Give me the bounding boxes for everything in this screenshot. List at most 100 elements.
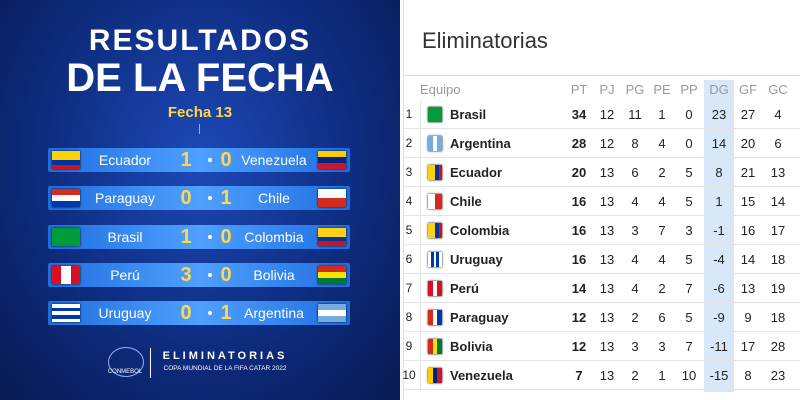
stat: 0 [685, 136, 693, 151]
title: DE LA FECHA [66, 56, 334, 100]
away-team: Bolivia [253, 266, 295, 283]
stat: 2 [631, 310, 639, 325]
stat: 1 [658, 107, 666, 122]
stat: -9 [713, 310, 725, 325]
stat: 34 [571, 107, 587, 122]
stat: 4 [774, 107, 782, 122]
match-bar [48, 301, 350, 326]
stat: 0 [685, 107, 693, 122]
stat: 3 [631, 339, 639, 354]
stat: 5 [685, 165, 693, 180]
position: 6 [405, 252, 413, 266]
position: 1 [405, 107, 413, 121]
stat: 13 [599, 281, 615, 296]
stat: 12 [599, 136, 615, 151]
score-dot [208, 196, 212, 201]
score-dot [208, 311, 212, 316]
stat: 13 [599, 310, 615, 325]
stat: 20 [571, 165, 587, 180]
home-team: Perú [110, 266, 140, 283]
row-line [420, 187, 421, 216]
match-bar [48, 186, 350, 211]
row-line [404, 186, 800, 187]
stat: 13 [770, 165, 786, 180]
divider [199, 124, 200, 134]
position: 2 [405, 136, 413, 150]
stat: 27 [740, 107, 756, 122]
away-team: Colombia [244, 228, 304, 245]
stat: 3 [658, 339, 666, 354]
stat: 28 [770, 339, 786, 354]
stat: 1 [658, 368, 666, 383]
stat: 7 [685, 281, 693, 296]
team-name: Uruguay [450, 252, 503, 267]
away-score: 0 [220, 263, 232, 286]
stat: 4 [658, 194, 666, 209]
stat: 15 [740, 194, 756, 209]
stat: 13 [599, 252, 615, 267]
stat: 16 [571, 194, 587, 209]
stat: 2 [631, 368, 639, 383]
row-line [404, 389, 800, 390]
stat: 5 [685, 252, 693, 267]
column-header: PT [570, 82, 588, 97]
row-line [404, 244, 800, 245]
stat: 6 [658, 310, 666, 325]
row-line [420, 332, 421, 361]
home-team: Uruguay [98, 305, 152, 322]
title: RESULTADOS [88, 24, 312, 57]
row-line [420, 361, 421, 390]
stat: 18 [770, 252, 786, 267]
stat: 19 [770, 281, 786, 296]
stat: 6 [631, 165, 639, 180]
stat: -4 [713, 252, 725, 267]
team-name: Paraguay [450, 310, 509, 325]
stat: 28 [571, 136, 587, 151]
flag [428, 281, 442, 296]
row-line [420, 274, 421, 303]
title: Eliminatorias [422, 28, 548, 53]
column-header: PE [653, 82, 671, 97]
column-header: PJ [599, 82, 615, 97]
stat: 17 [770, 223, 786, 238]
stat: 12 [571, 310, 587, 325]
stat: 13 [740, 281, 756, 296]
subtitle: Fecha 13 [167, 104, 233, 121]
stat: 17 [740, 339, 756, 354]
stat: 1 [715, 194, 723, 209]
position: 4 [405, 194, 413, 208]
stat: 23 [711, 107, 727, 122]
row-line [404, 273, 800, 274]
stat: 13 [599, 165, 615, 180]
score-dot [208, 234, 212, 239]
flag [428, 194, 442, 209]
away-score: 0 [220, 149, 232, 171]
row-line [404, 157, 800, 158]
flag [52, 189, 80, 208]
stat: -1 [713, 223, 725, 238]
stat: 6 [774, 136, 782, 151]
stat: 21 [740, 165, 756, 180]
flag [428, 310, 442, 325]
stat: -11 [710, 339, 728, 354]
stat: 3 [685, 223, 693, 238]
stat: 2 [658, 165, 666, 180]
team-name: Ecuador [450, 165, 503, 180]
position: 8 [405, 310, 413, 324]
flag [428, 339, 442, 354]
divider [150, 348, 151, 378]
away-score: 1 [220, 302, 232, 325]
home-score: 1 [180, 225, 192, 248]
column-header: DG [709, 82, 729, 97]
away-score: 0 [220, 225, 232, 248]
team-name: Chile [450, 194, 482, 209]
position: 7 [405, 281, 413, 295]
logo-text: CONMEBOL [107, 369, 143, 375]
away-team: Chile [258, 190, 290, 207]
column-header: PG [625, 82, 645, 97]
away-team: Venezuela [241, 152, 307, 168]
row-line [420, 245, 421, 274]
stat: 18 [770, 310, 786, 325]
position: 5 [405, 223, 413, 237]
footer-subtitle: COPA MUNDIAL DE LA FIFA CATAR 2022 [163, 365, 287, 372]
